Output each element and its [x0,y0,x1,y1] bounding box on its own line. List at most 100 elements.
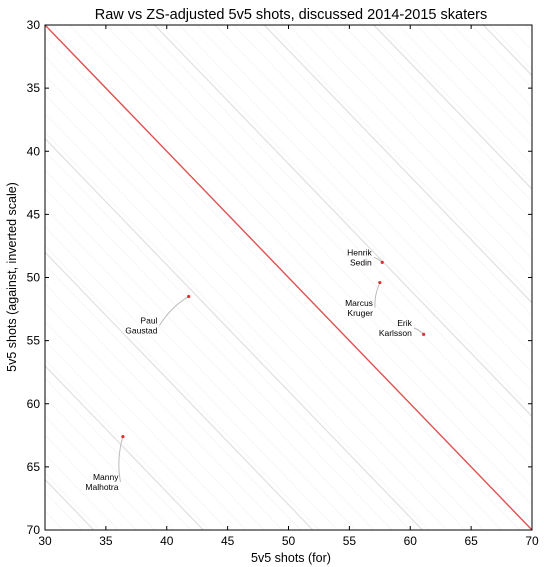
iso-line-faint [215,25,532,354]
player-label-line: Henrik [347,247,372,257]
iso-line-faint [45,112,447,530]
player-label: Manny Malhotra [85,472,119,492]
iso-line-faint [45,321,247,530]
iso-line-faint [343,25,532,222]
iso-line-faint [45,264,301,530]
connector-line [413,327,425,335]
x-tick-label: 40 [160,534,174,548]
iso-line-faint [45,378,192,530]
iso-line-faint [45,359,210,530]
iso-line-faint [361,25,532,203]
iso-line [373,25,532,190]
iso-line-faint [160,25,532,411]
iso-line-faint [45,207,356,530]
iso-line-faint [288,25,532,278]
x-tick-label: 50 [282,534,296,548]
iso-line-faint [434,25,532,127]
iso-line-faint [45,302,265,530]
data-point [121,434,125,439]
x-tick-label: 60 [404,534,418,548]
y-tick-label: 45 [27,207,41,221]
iso-line-faint [45,226,338,530]
y-axis-title: 5v5 shots (against, inverted scale) [5,182,19,372]
connector-line [374,282,381,308]
x-tick-label: 45 [221,534,235,548]
player-label-line: Malhotra [85,482,118,492]
iso-line-faint [87,25,532,487]
y-tick-label: 65 [27,460,41,474]
iso-line [45,365,204,530]
iso-line-faint [142,25,532,430]
player-label-line: Manny [93,472,119,482]
x-tick-label: 55 [343,534,357,548]
iso-line-faint [45,56,502,530]
iso-line [154,25,532,418]
y-tick-label: 50 [27,271,41,285]
x-tick-label: 65 [464,534,478,548]
player-label-line: Gaustad [125,325,157,335]
diagonal-reference-line [45,25,532,530]
data-point [378,280,382,285]
y-tick-label: 30 [27,18,41,32]
data-point [187,294,191,299]
iso-line-faint [196,25,532,373]
iso-line-faint [45,75,484,530]
iso-line-faint [45,415,155,530]
iso-line-faint [324,25,532,241]
iso-line-faint [105,25,532,468]
iso-line-faint [306,25,532,259]
y-tick-label: 35 [27,81,41,95]
connector-line [118,436,124,483]
connector-line [159,296,189,326]
iso-line-faint [45,94,466,530]
iso-line [45,251,314,530]
data-point [422,332,426,336]
chart-title: Raw vs ZS-adjusted 5v5 shots, discussed … [95,7,488,23]
x-tick-label: 30 [38,534,52,548]
iso-line-faint [178,25,532,392]
x-tick-label: 70 [525,534,539,548]
iso-line-faint [416,25,532,146]
iso-line-faint [45,397,174,530]
player-label: Marcus Kruger [345,298,373,318]
iso-line-faint [379,25,532,184]
iso-line-faint [45,188,374,530]
iso-line-faint [45,37,521,530]
player-label-line: Sedin [350,257,372,267]
data-point [380,260,384,264]
x-tick-label: 35 [99,534,113,548]
iso-line-faint [233,25,532,335]
iso-line-faint [123,25,532,449]
iso-line-faint [45,434,137,530]
y-tick-label: 55 [27,334,41,348]
iso-line-faint [489,25,532,70]
y-tick-label: 60 [27,397,41,411]
iso-line-faint [397,25,532,165]
iso-line-faint [45,169,393,530]
player-label-line: Paul [140,315,157,325]
player-label: Henrik Sedin [347,247,372,267]
x-axis-title: 5v5 shots (for) [251,551,331,565]
player-label-line: Karlsson [379,328,412,338]
iso-lines [45,25,532,530]
iso-line [263,25,532,304]
player-label-line: Marcus [345,298,373,308]
y-tick-label: 40 [27,144,41,158]
iso-line-faint [45,150,411,530]
iso-line-faint [251,25,532,316]
iso-line-faint [45,245,320,530]
iso-line [45,137,423,530]
iso-line-faint [50,25,532,525]
iso-line-faint [45,283,283,530]
player-label: Erik Karlsson [379,318,413,338]
y-tick-label: 70 [27,523,41,537]
iso-line-faint [45,340,228,530]
iso-line-faint [270,25,532,297]
iso-line-faint [69,25,532,506]
player-label-line: Erik [397,318,412,328]
iso-line-faint [45,131,429,530]
player-label: Paul Gaustad [125,315,157,335]
player-label-line: Kruger [347,308,373,318]
